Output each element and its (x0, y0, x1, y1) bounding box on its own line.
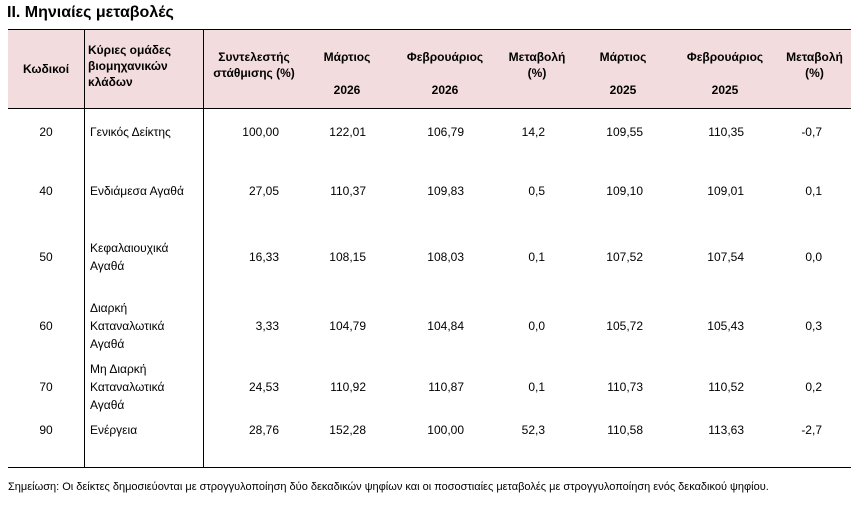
chg25-cell: -0,7 (801, 125, 822, 139)
header-groups-line: κλάδων (88, 75, 133, 89)
weight-cell: 27,05 (248, 184, 279, 198)
feb25-cell: 110,35 (708, 125, 744, 139)
column-divider (84, 30, 85, 108)
header-weight: Συντελεστής στάθμισης (%) (204, 49, 304, 81)
group-name-line: Ενδιάμεσα Αγαθά (90, 184, 184, 198)
header-weight-line: στάθμισης (%) (213, 66, 295, 80)
header-march-2026: Μάρτιος (323, 50, 371, 64)
code-cell: 90 (39, 423, 53, 437)
mar26-cell: 108,15 (329, 250, 366, 264)
header-march-2025: Μάρτιος (599, 50, 647, 64)
group-name-cell: Κεφαλαιουχικά Αγαθά (90, 239, 202, 275)
group-name-line: Αγαθά (90, 398, 125, 412)
chg26-cell: 52,3 (521, 423, 545, 437)
group-name-line: Καταναλωτικά (90, 319, 165, 333)
header-change-2026: Μεταβολή (%) (500, 49, 574, 81)
feb25-cell: 107,54 (707, 250, 744, 264)
feb25-cell: 110,52 (708, 380, 744, 394)
mar26-cell: 152,28 (329, 423, 366, 437)
group-name-line: Διαρκή (90, 301, 128, 315)
mar26-cell: 110,92 (330, 380, 366, 394)
header-february-2026: Φεβρουάριος (406, 50, 484, 64)
chg25-cell: 0,3 (805, 319, 822, 333)
chg25-cell: 0,0 (805, 250, 822, 264)
mar25-cell: 110,58 (607, 423, 643, 437)
feb25-cell: 113,63 (708, 423, 744, 437)
header-groups-line: βιομηχανικών (88, 59, 168, 73)
code-cell: 70 (39, 380, 53, 394)
group-name-cell: Γενικός Δείκτης (90, 123, 202, 141)
footnote: Σημείωση: Οι δείκτες δημοσιεύονται με στ… (8, 481, 769, 493)
weight-cell: 28,76 (248, 423, 279, 437)
page-title: ΙΙ. Μηνιαίες μεταβολές (7, 4, 174, 21)
column-divider (84, 109, 85, 467)
table-header: Κωδικοί Κύριες ομάδες βιομηχανικών κλάδω… (8, 29, 851, 109)
group-name-line: Ενέργεια (90, 423, 138, 437)
code-cell: 60 (39, 319, 53, 333)
mar26-cell: 110,37 (330, 184, 366, 198)
chg26-cell: 0,0 (528, 319, 545, 333)
weight-cell: 3,33 (255, 319, 279, 333)
group-name-line: Καταναλωτικά (90, 380, 165, 394)
chg26-cell: 0,1 (528, 380, 545, 394)
header-change-line: Μεταβολή (508, 50, 566, 64)
header-change-line: (%) (805, 66, 824, 80)
chg26-cell: 0,1 (528, 250, 545, 264)
header-change-line: (%) (527, 66, 547, 80)
header-groups: Κύριες ομάδες βιομηχανικών κλάδων (88, 42, 203, 90)
column-divider (203, 109, 204, 467)
mar26-cell: 122,01 (329, 125, 366, 139)
group-name-cell: Ενέργεια (90, 421, 202, 439)
mar26-cell: 104,79 (329, 319, 366, 333)
feb26-cell: 100,00 (427, 423, 464, 437)
header-year-2026: 2026 (333, 83, 361, 97)
header-change-2025: Μεταβολή (%) (778, 49, 851, 81)
mar25-cell: 109,55 (606, 125, 643, 139)
header-february-2025: Φεβρουάριος (686, 50, 764, 64)
header-year-2025: 2025 (711, 83, 739, 97)
mar25-cell: 107,52 (606, 250, 643, 264)
feb26-cell: 104,84 (427, 319, 464, 333)
header-year-2025: 2025 (609, 83, 637, 97)
group-name-line: Μη Διαρκή (90, 362, 147, 376)
chg26-cell: 14,2 (521, 125, 545, 139)
weight-cell: 100,00 (242, 125, 279, 139)
group-name-cell: Μη Διαρκή Καταναλωτικά Αγαθά (90, 360, 202, 414)
weight-cell: 24,53 (248, 380, 279, 394)
feb26-cell: 106,79 (427, 125, 464, 139)
group-name-line: Γενικός Δείκτης (90, 125, 171, 139)
group-name-line: Αγαθά (90, 259, 125, 273)
mar25-cell: 110,73 (607, 380, 643, 394)
chg25-cell: -2,7 (801, 423, 822, 437)
code-cell: 20 (39, 125, 53, 139)
feb25-cell: 109,01 (707, 184, 744, 198)
column-divider (203, 30, 204, 108)
code-cell: 40 (39, 184, 53, 198)
chg25-cell: 0,1 (805, 184, 822, 198)
feb26-cell: 108,03 (427, 250, 464, 264)
mar25-cell: 105,72 (606, 319, 643, 333)
chg26-cell: 0,5 (528, 184, 545, 198)
group-name-cell: Διαρκή Καταναλωτικά Αγαθά (90, 299, 202, 353)
feb25-cell: 105,43 (707, 319, 744, 333)
header-weight-line: Συντελεστής (218, 50, 290, 64)
group-name-line: Κεφαλαιουχικά (90, 241, 169, 255)
code-cell: 50 (39, 250, 53, 264)
mar25-cell: 109,10 (606, 184, 643, 198)
header-year-2026: 2026 (431, 83, 459, 97)
group-name-cell: Ενδιάμεσα Αγαθά (90, 182, 202, 200)
feb26-cell: 110,87 (428, 380, 464, 394)
header-groups-line: Κύριες ομάδες (88, 43, 171, 57)
header-code: Κωδικοί (22, 62, 70, 76)
feb26-cell: 109,83 (427, 184, 464, 198)
table-body: 20 Γενικός Δείκτης 100,00 122,01 106,79 14,2 1… (8, 109, 851, 468)
monthly-changes-table: Κωδικοί Κύριες ομάδες βιομηχανικών κλάδω… (8, 29, 851, 468)
group-name-line: Αγαθά (90, 337, 125, 351)
chg25-cell: 0,2 (805, 380, 822, 394)
weight-cell: 16,33 (248, 250, 279, 264)
header-change-line: Μεταβολή (786, 50, 843, 64)
